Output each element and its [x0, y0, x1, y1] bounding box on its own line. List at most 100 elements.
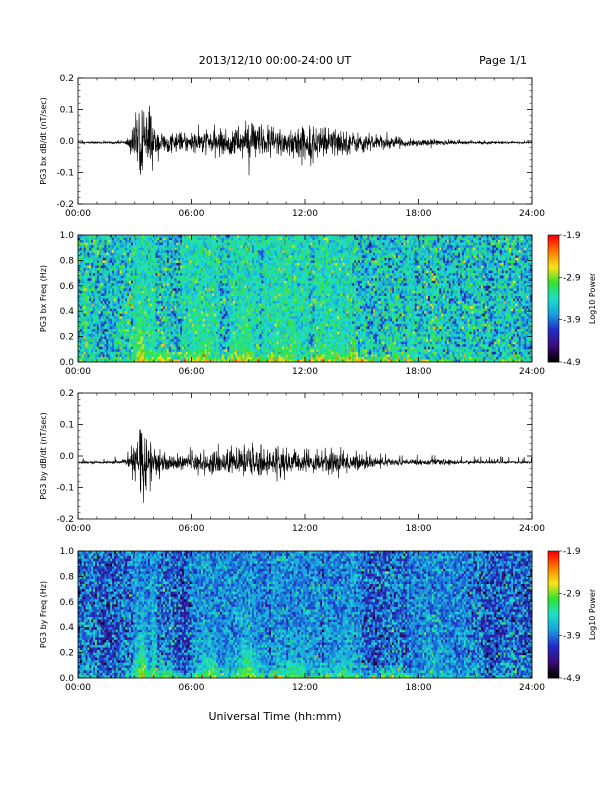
spectrogram-cell [246, 237, 249, 241]
spectrogram-cell [151, 293, 154, 297]
spectrogram-cell [208, 270, 211, 274]
spectrogram-cell [100, 285, 103, 289]
spectrogram-cell [182, 265, 185, 269]
spectrogram-cell [147, 351, 151, 355]
spectrogram-cell [127, 255, 130, 259]
spectrogram-cell [202, 301, 206, 304]
spectrogram-cell [210, 321, 213, 325]
spectrogram-cell [83, 245, 86, 248]
spectrogram-cell [110, 275, 113, 279]
spectrogram-cell [117, 351, 120, 355]
spectrogram-cell [217, 306, 221, 309]
spectrogram-cell [255, 288, 259, 292]
spectrogram-cell [166, 316, 170, 320]
spectrogram-cell [155, 260, 158, 264]
spectrogram-cell [125, 250, 128, 254]
spectrogram-cell [176, 323, 179, 327]
spectrogram-cell [250, 283, 253, 287]
spectrogram-cell [210, 260, 213, 264]
spectrogram-cell [98, 339, 101, 342]
spectrogram-cell [117, 265, 120, 269]
spectrogram-cell [157, 240, 160, 243]
spectrogram-cell [85, 288, 88, 292]
spectrogram-cell [117, 268, 120, 271]
spectrogram-cell [165, 280, 168, 284]
spectrogram-cell [221, 295, 224, 299]
spectrogram-cell [206, 242, 209, 246]
spectrogram-cell [197, 356, 200, 360]
spectrogram-cell [193, 316, 196, 320]
spectrogram-cell [174, 341, 177, 345]
spectrogram-cell [248, 328, 251, 332]
spectrogram-cell [240, 250, 243, 254]
spectrogram-cell [87, 339, 90, 342]
spectrogram-cell [216, 295, 219, 299]
spectrogram-cell [221, 268, 224, 271]
spectrogram-cell [83, 273, 86, 276]
spectrogram-cell [151, 260, 154, 264]
spectrogram-cell [189, 255, 192, 259]
spectrogram-cell [242, 311, 245, 315]
spectrogram-cell [87, 270, 90, 274]
spectrogram-cell [85, 283, 88, 287]
spectrogram-cell [136, 318, 139, 322]
spectrogram-cell [102, 268, 105, 271]
spectrogram-cell [113, 354, 117, 358]
spectrogram-cell [98, 351, 101, 355]
spectrogram-cell [233, 260, 236, 264]
spectrogram-cell [221, 344, 224, 348]
spectrogram-cell [182, 323, 185, 327]
spectrogram-cell [221, 262, 224, 266]
spectrogram-cell [163, 240, 166, 243]
spectrogram-cell [255, 242, 259, 246]
spectrogram-cell [259, 321, 262, 325]
spectrogram-cell [78, 328, 81, 332]
spectrogram-cell [174, 298, 177, 302]
spectrogram-cell [182, 290, 185, 294]
spectrogram-cell [199, 237, 202, 241]
spectrogram-cell [200, 341, 204, 345]
spectrogram-cell [182, 306, 185, 309]
spectrogram-cell [214, 336, 217, 340]
spectrogram-cell [163, 295, 166, 299]
spectrogram-cell [168, 359, 171, 363]
spectrogram-cell [155, 323, 158, 327]
spectrogram-cell [134, 331, 137, 335]
spectrogram-cell [259, 235, 262, 238]
spectrogram-cell [246, 323, 249, 327]
spectrogram-cell [191, 308, 194, 312]
spectrogram-cell [233, 270, 236, 274]
spectrogram-cell [168, 356, 171, 360]
spectrogram-cell [223, 262, 226, 266]
spectrogram-cell [212, 341, 215, 345]
spectrogram-cell [119, 356, 122, 360]
spectrogram-cell [197, 275, 200, 279]
spectrogram-cell [134, 306, 137, 309]
spectrogram-cell [106, 311, 109, 315]
spectrogram-cell [136, 245, 139, 248]
spectrogram-cell [246, 270, 249, 274]
spectrogram-cell [89, 306, 92, 309]
spectrogram-cell [98, 250, 101, 254]
spectrogram-cell [240, 247, 243, 251]
spectrogram-cell [227, 323, 230, 327]
spectrogram-cell [144, 278, 147, 282]
spectrogram-cell [113, 288, 117, 292]
spectrogram-cell [187, 288, 190, 292]
spectrogram-cell [149, 275, 153, 279]
spectrogram-cell [200, 245, 204, 248]
spectrogram-cell [100, 275, 103, 279]
spectrogram-cell [127, 316, 130, 320]
spectrogram-cell [89, 354, 92, 358]
spectrogram-cell [176, 273, 179, 276]
spectrogram-cell [244, 341, 247, 345]
spectrogram-cell [91, 252, 94, 256]
spectrogram-cell [100, 295, 103, 299]
spectrogram-cell [96, 356, 100, 360]
spectrogram-cell [246, 334, 249, 337]
spectrogram-cell [121, 247, 124, 251]
spectrogram-cell [127, 298, 130, 302]
spectrogram-cell [185, 245, 189, 248]
spectrogram-cell [93, 275, 96, 279]
spectrogram-cell [200, 290, 204, 294]
